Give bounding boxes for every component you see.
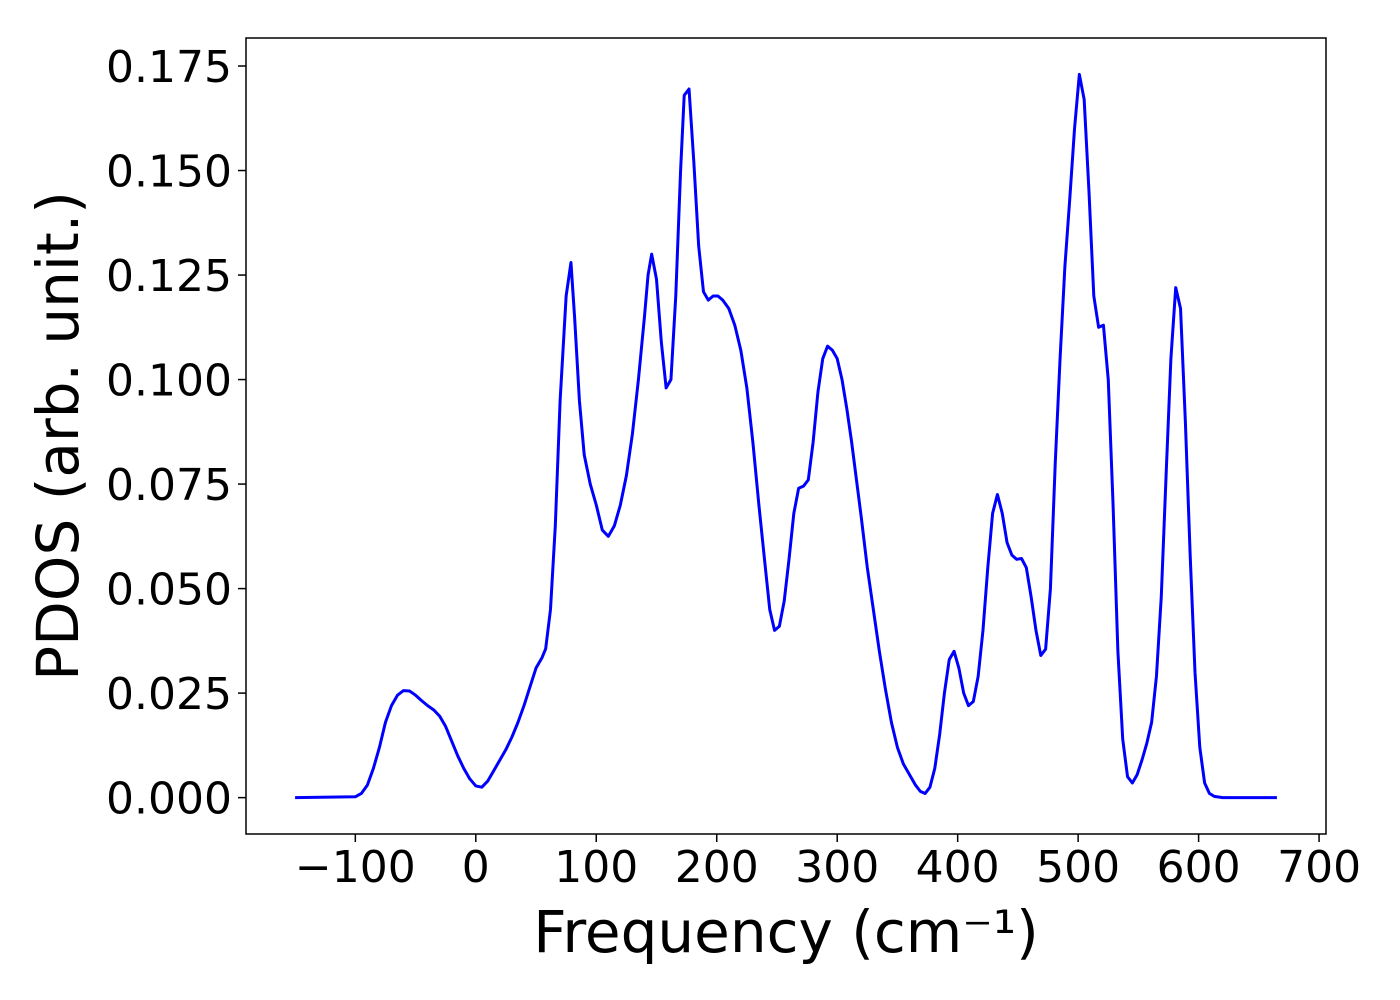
- y-tick-label: 0.175: [106, 42, 232, 93]
- x-tick-label: 400: [916, 842, 1000, 893]
- x-axis-label: Frequency (cm⁻¹): [533, 898, 1039, 966]
- plot-frame: [245, 37, 1327, 835]
- x-tick-label: 300: [795, 842, 879, 893]
- y-tick-label: 0.050: [106, 565, 232, 616]
- x-tick-label: 700: [1277, 842, 1361, 893]
- x-tick-label: 600: [1157, 842, 1241, 893]
- x-tick-label: 200: [675, 842, 759, 893]
- x-tick-label: 0: [462, 842, 490, 893]
- y-tick-label: 0.000: [106, 774, 232, 825]
- y-tick-label: 0.150: [106, 147, 232, 198]
- y-axis-label: PDOS (arb. unit.): [24, 191, 92, 681]
- y-tick-label: 0.125: [106, 251, 232, 302]
- x-tick-label: −100: [295, 842, 416, 893]
- x-tick-label: 100: [554, 842, 638, 893]
- x-tick-label: 500: [1036, 842, 1120, 893]
- data-line: [295, 72, 1277, 800]
- y-tick-label: 0.075: [106, 460, 232, 511]
- y-tick-label: 0.025: [106, 669, 232, 720]
- y-tick-label: 0.100: [106, 356, 232, 407]
